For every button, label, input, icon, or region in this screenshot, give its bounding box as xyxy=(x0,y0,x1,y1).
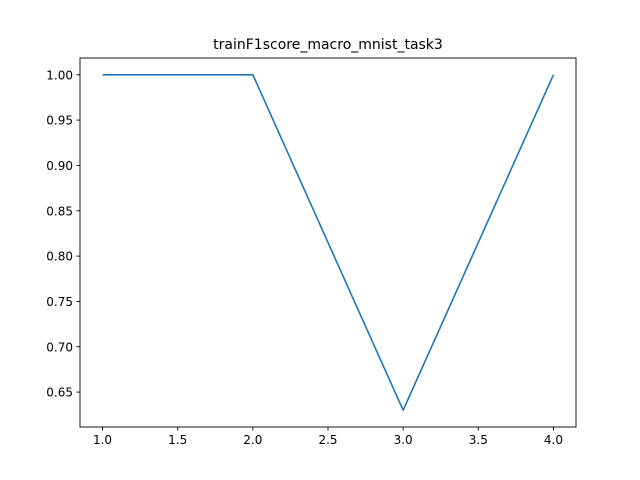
y-tick-label: 0.90 xyxy=(46,159,73,173)
y-axis: 0.65 0.70 0.75 0.80 0.85 0.90 0.95 1.00 xyxy=(46,68,80,400)
x-tick-label: 3.0 xyxy=(394,433,413,447)
x-tick-label: 1.5 xyxy=(168,433,187,447)
x-tick-label: 4.0 xyxy=(544,433,563,447)
y-tick-label: 0.80 xyxy=(46,250,73,264)
y-tick-label: 0.95 xyxy=(46,114,73,128)
x-tick-label: 2.0 xyxy=(243,433,262,447)
y-tick-label: 0.85 xyxy=(46,204,73,218)
y-tick-label: 0.70 xyxy=(46,340,73,354)
plot-area xyxy=(102,73,555,412)
y-tick-label: 1.00 xyxy=(46,68,73,82)
series-line-0 xyxy=(102,73,555,412)
y-tick-label: 0.75 xyxy=(46,295,73,309)
x-tick-label: 3.5 xyxy=(469,433,488,447)
y-tick-label: 0.65 xyxy=(46,386,73,400)
chart-title: trainF1score_macro_mnist_task3 xyxy=(213,37,443,53)
x-axis: 1.0 1.5 2.0 2.5 3.0 3.5 4.0 xyxy=(93,427,563,447)
x-tick-label: 1.0 xyxy=(93,433,112,447)
x-tick-label: 2.5 xyxy=(318,433,337,447)
